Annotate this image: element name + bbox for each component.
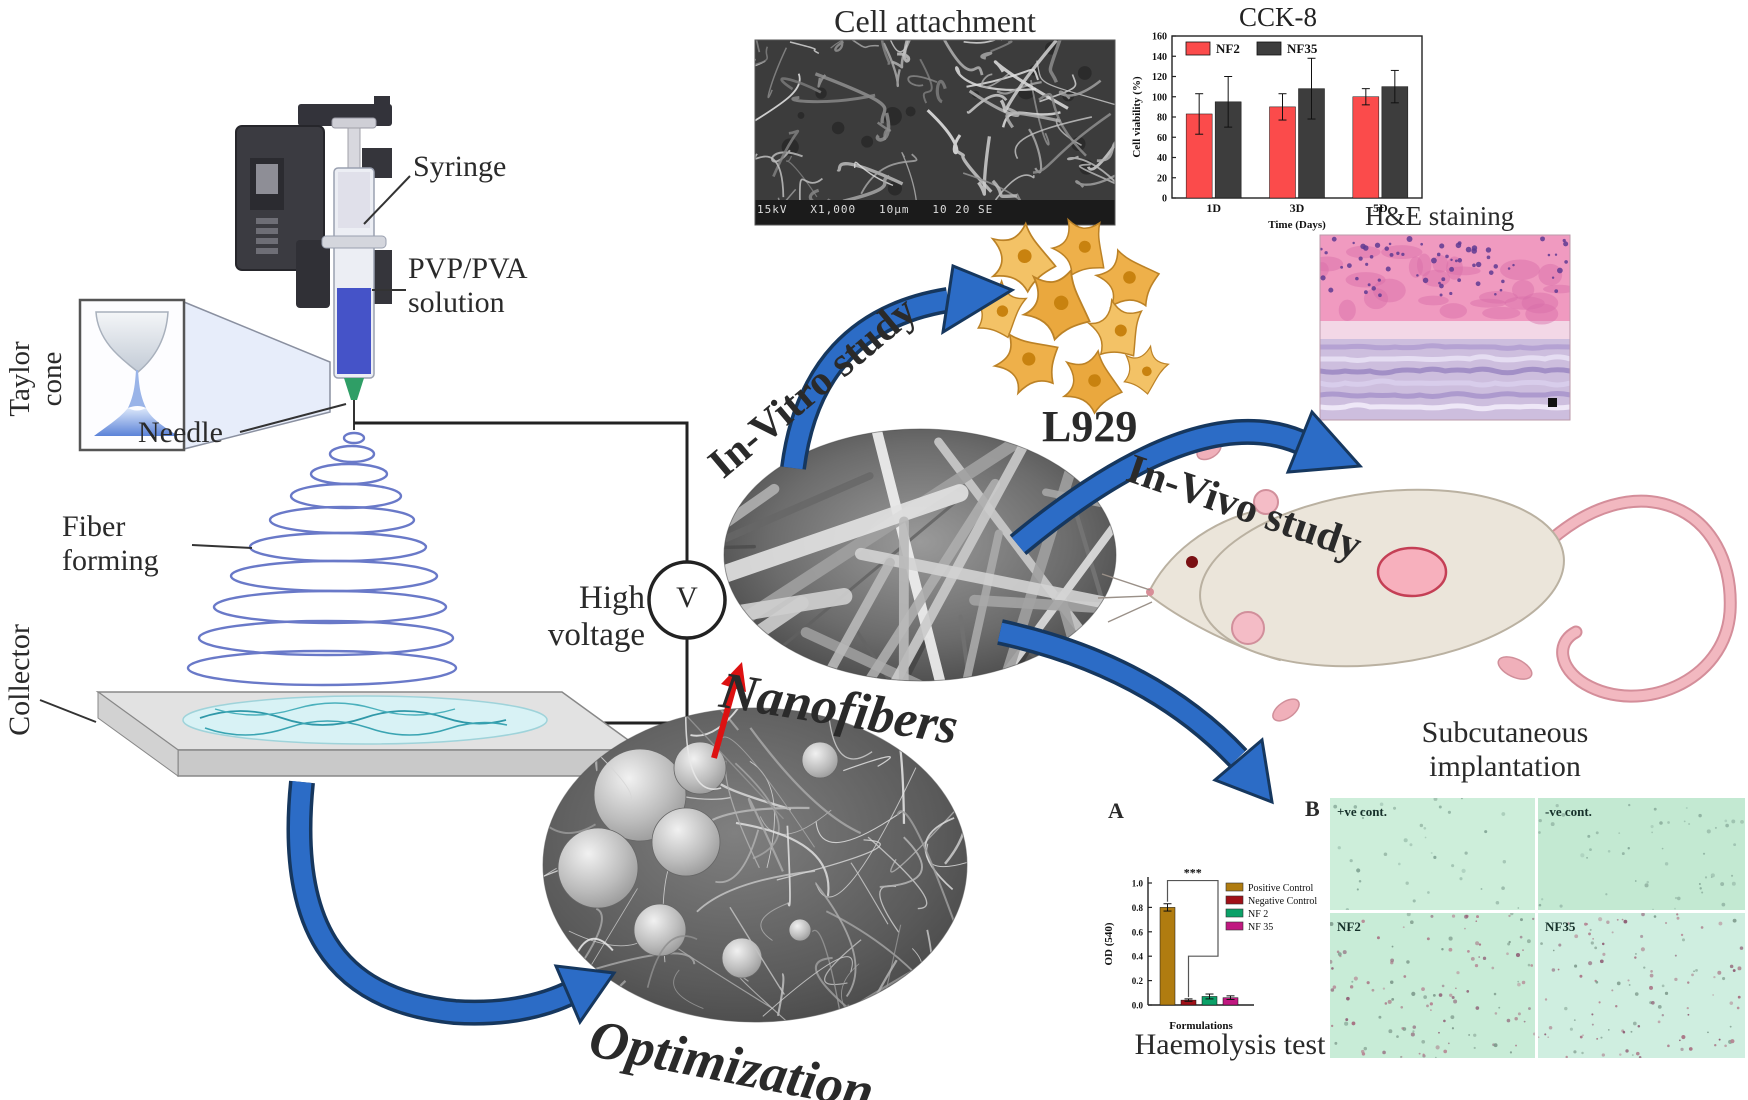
- quadrant-label: +ve cont.: [1337, 804, 1388, 819]
- svg-text:Time (Days): Time (Days): [1268, 219, 1326, 231]
- cell-attachment-sem: [754, 39, 1116, 226]
- fiber-spiral: [186, 431, 458, 687]
- svg-text:Formulations: Formulations: [1169, 1020, 1233, 1032]
- svg-text:60: 60: [1157, 133, 1167, 144]
- svg-text:0.0: 0.0: [1132, 1001, 1144, 1011]
- cell-attachment-title: Cell attachment: [834, 3, 1036, 39]
- needle-label: Needle: [138, 416, 223, 449]
- svg-text:0.4: 0.4: [1132, 952, 1144, 962]
- microscopy-nf2: NF2: [1330, 913, 1535, 1058]
- l929-label: L929: [1042, 402, 1138, 451]
- microscopy-positive-control: +ve cont.: [1330, 798, 1535, 910]
- label-connectors: [39, 175, 411, 723]
- svg-text:160: 160: [1152, 32, 1167, 43]
- he-staining-image: [1319, 234, 1571, 421]
- high-voltage-circuit: [354, 421, 727, 725]
- svg-text:CCK-8: CCK-8: [1239, 2, 1317, 32]
- quadrant-label: NF2: [1337, 919, 1361, 934]
- implant-site: [1376, 546, 1448, 598]
- svg-text:0.6: 0.6: [1132, 927, 1144, 937]
- cck8-chart: 0 20 40 60 80 100 120 140 160 1D 3D 5D NF2 NF35 CCK-8 T…: [1128, 0, 1428, 241]
- sem-info-bar: 15kV X1,000 10µm 10 20 SE: [757, 203, 994, 216]
- svg-text:5D: 5D: [1373, 201, 1388, 215]
- panel-b-label: B: [1305, 796, 1320, 821]
- quadrant-label: NF35: [1545, 919, 1576, 934]
- svg-text:***: ***: [1184, 866, 1202, 880]
- quadrant-label: -ve cont.: [1545, 804, 1592, 819]
- svg-text:40: 40: [1157, 153, 1167, 164]
- svg-text:100: 100: [1152, 92, 1167, 103]
- svg-text:20: 20: [1157, 173, 1167, 184]
- optimization-sem: [542, 707, 968, 1023]
- haemolysis-microscopy-grid: +ve cont. -ve cont. NF2 NF35: [1330, 798, 1745, 1058]
- svg-text:Cell viability (%): Cell viability (%): [1131, 76, 1143, 158]
- collector-plate: [95, 691, 645, 777]
- svg-text:3D: 3D: [1290, 201, 1305, 215]
- svg-text:0: 0: [1162, 194, 1167, 205]
- syringe-label: Syringe: [413, 150, 507, 183]
- haemolysis-test-title: Haemolysis test: [1134, 1028, 1326, 1061]
- rat-eye: [1186, 556, 1198, 568]
- panel-a-label: A: [1108, 798, 1124, 823]
- subcutaneous-implantation-label: Subcutaneous implantation: [1421, 716, 1589, 783]
- svg-text:Positive Control: Positive Control: [1248, 883, 1314, 894]
- collector-label: Collector: [3, 624, 36, 736]
- svg-text:0.2: 0.2: [1132, 976, 1144, 986]
- taylor-cone-label: Taylor cone: [4, 341, 69, 417]
- process-arrows: [286, 263, 1364, 1026]
- rat-ear: [1231, 611, 1265, 645]
- voltmeter-symbol: V: [676, 581, 698, 614]
- syringe-graphic: [321, 117, 387, 430]
- rat-ear: [1253, 489, 1279, 515]
- rat-illustration: [1097, 439, 1737, 722]
- svg-text:1D: 1D: [1206, 201, 1221, 215]
- svg-text:1.0: 1.0: [1132, 879, 1144, 889]
- svg-text:140: 140: [1152, 52, 1167, 63]
- svg-text:120: 120: [1152, 72, 1167, 83]
- he-staining-title: H&E staining: [1365, 201, 1515, 231]
- microscopy-nf35: NF35: [1538, 913, 1745, 1058]
- haemolysis-chart: 0.0 0.2 0.4 0.6 0.8 1.0 Positive Control Negati…: [1098, 853, 1358, 1044]
- svg-text:NF35: NF35: [1287, 41, 1318, 56]
- red-arrow: [711, 662, 746, 759]
- svg-text:Negative Control: Negative Control: [1248, 896, 1317, 907]
- pvp-pva-solution-label: PVP/PVA solution: [408, 252, 528, 319]
- svg-text:NF 2: NF 2: [1248, 909, 1268, 920]
- svg-text:0.8: 0.8: [1132, 903, 1144, 913]
- svg-text:80: 80: [1157, 113, 1167, 124]
- high-voltage-label: High voltage: [547, 580, 645, 653]
- svg-text:NF 35: NF 35: [1248, 922, 1273, 933]
- l929-cells: [973, 217, 1170, 415]
- microscopy-negative-control: -ve cont.: [1538, 798, 1745, 910]
- fiber-forming-label: Fiber forming: [62, 510, 159, 577]
- svg-text:OD (540): OD (540): [1103, 922, 1115, 965]
- taylor-cone-inset: [78, 298, 331, 452]
- svg-text:NF2: NF2: [1216, 41, 1240, 56]
